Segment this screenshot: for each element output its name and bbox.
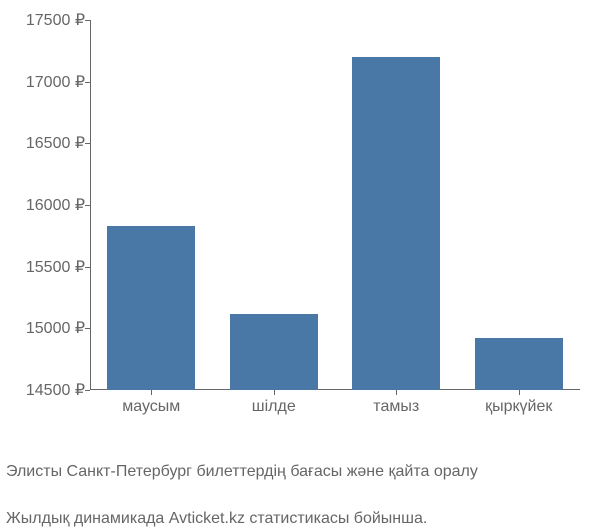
y-tick-mark	[85, 390, 90, 391]
y-tick-mark	[85, 328, 90, 329]
y-tick-label: 15500 ₽	[26, 257, 85, 277]
bar	[107, 226, 195, 390]
plot-area	[90, 20, 580, 390]
y-tick-mark	[85, 82, 90, 83]
x-tick-mark	[274, 390, 275, 395]
bar	[352, 57, 440, 390]
x-tick-mark	[519, 390, 520, 395]
y-tick-label: 14500 ₽	[26, 380, 85, 400]
y-tick-mark	[85, 205, 90, 206]
x-tick-label: маусым	[122, 398, 180, 416]
caption-line-2: Жылдық динамикада Avticket.kz статистика…	[6, 510, 427, 527]
x-tick-label: тамыз	[373, 398, 419, 416]
y-tick-label: 15000 ₽	[26, 318, 85, 338]
y-tick-mark	[85, 20, 90, 21]
y-tick-label: 17000 ₽	[26, 72, 85, 92]
chart-caption: Элисты Санкт-Петербург билеттердің бағас…	[6, 437, 478, 530]
x-tick-label: шілде	[252, 398, 296, 416]
caption-line-1: Элисты Санкт-Петербург билеттердің бағас…	[6, 463, 478, 480]
y-tick-label: 16500 ₽	[26, 133, 85, 153]
x-tick-mark	[396, 390, 397, 395]
x-tick-label: қыркүйек	[485, 398, 552, 416]
y-axis-line	[90, 20, 91, 390]
price-chart: 14500 ₽ 15000 ₽ 15500 ₽ 16000 ₽ 16500 ₽ 17000…	[0, 0, 600, 500]
bar	[475, 338, 563, 390]
y-tick-label: 16000 ₽	[26, 195, 85, 215]
x-tick-mark	[151, 390, 152, 395]
y-tick-mark	[85, 143, 90, 144]
bar	[230, 314, 318, 390]
y-tick-mark	[85, 267, 90, 268]
y-tick-label: 17500 ₽	[26, 10, 85, 30]
